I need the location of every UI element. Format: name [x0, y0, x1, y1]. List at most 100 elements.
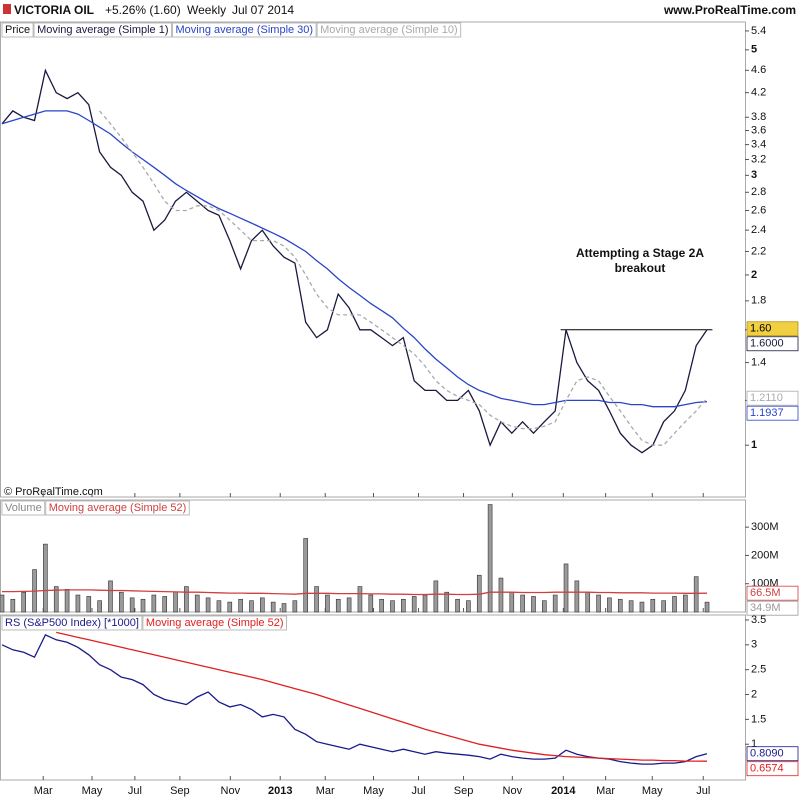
x-tick-label: May — [82, 785, 103, 797]
y-tick-label: 2.6 — [751, 204, 766, 216]
volume-bar — [617, 598, 623, 613]
y-tick-label: 1 — [751, 439, 757, 451]
x-tick-label: Sep — [170, 785, 190, 797]
legend-label: Price — [5, 24, 30, 36]
y-tick-label: 1.8 — [751, 295, 766, 307]
volume-bar — [357, 586, 363, 613]
x-tick-label: Mar — [34, 785, 53, 797]
change: +5.26% (1.60) — [105, 3, 181, 17]
volume-bar — [672, 596, 677, 613]
legend-label: Moving average (Simple 52) — [146, 617, 284, 629]
volume-bar — [10, 598, 16, 613]
volume-bar — [552, 594, 558, 613]
volume-bar — [227, 601, 233, 613]
volume-bar — [390, 600, 395, 613]
volume-bar — [509, 591, 515, 613]
last-value-box — [746, 585, 799, 601]
legend-box — [33, 22, 173, 38]
y-tick-label: 200M — [751, 549, 779, 561]
x-tick-label: Mar — [316, 785, 335, 797]
volume-bar — [249, 600, 254, 613]
symbol: VICTORIA OIL — [14, 3, 94, 17]
volume-bar — [260, 597, 265, 613]
volume-bar — [683, 594, 688, 613]
legend-box — [1, 500, 46, 516]
legend-box — [45, 500, 190, 516]
legend-label: RS (S&P500 Index) [*1000] — [5, 617, 139, 629]
volume-bar — [216, 600, 222, 613]
last-value-label: 1.60 — [750, 323, 771, 335]
annotation: Attempting a Stage 2A — [576, 246, 704, 260]
volume-bar — [455, 598, 460, 613]
series-line — [1, 110, 708, 408]
legend-label: Volume — [5, 502, 42, 514]
x-tick-label: 2013 — [268, 785, 292, 797]
volume-bar — [129, 597, 135, 613]
y-tick-label: 1.5 — [751, 713, 766, 725]
last-value-label: 1.2110 — [750, 392, 783, 404]
y-tick-label: 2 — [751, 688, 757, 700]
last-value-box — [746, 746, 799, 762]
volume-bar — [303, 538, 309, 613]
volume-bar — [119, 591, 124, 613]
volume-bar — [270, 601, 276, 613]
volume-bar — [422, 594, 428, 613]
volume-bar — [173, 591, 178, 613]
volume-bar — [86, 596, 92, 613]
legend-box — [1, 22, 34, 38]
y-tick-label: 1 — [751, 738, 757, 750]
legend-box — [142, 615, 287, 631]
volume-bar — [466, 600, 471, 613]
volume-bar — [628, 600, 634, 613]
volume-bar — [596, 594, 601, 613]
last-value-box — [746, 321, 799, 337]
legend-label: Moving average (Simple 10) — [320, 24, 458, 36]
volume-bar — [194, 594, 200, 613]
y-tick-label: 5 — [751, 44, 757, 56]
legend-box — [1, 615, 143, 631]
x-tick-label: Mar — [596, 785, 615, 797]
legend-label: Moving average (Simple 30) — [176, 24, 314, 36]
volume-bar — [108, 580, 113, 613]
volume-bar — [140, 598, 146, 613]
last-value-box — [746, 336, 799, 352]
volume-bar — [607, 597, 612, 613]
volume-bar — [574, 580, 580, 613]
y-tick-label: 3.8 — [751, 111, 766, 123]
volume-bar — [346, 597, 352, 613]
y-tick-label: 3.2 — [751, 153, 766, 165]
volume-bar — [238, 598, 243, 613]
volume-bar — [21, 591, 26, 613]
y-tick-label: 3 — [751, 639, 757, 651]
volume-bar — [433, 580, 439, 613]
volume-bar — [661, 600, 666, 613]
x-tick-label: Sep — [454, 785, 474, 797]
y-tick-label: 3 — [751, 169, 757, 181]
x-tick-label: Nov — [221, 785, 241, 797]
volume-bar — [281, 603, 287, 613]
volume-bar — [368, 594, 374, 613]
x-tick-label: 2014 — [551, 785, 576, 797]
volume-bar — [43, 543, 48, 613]
volume-bar — [531, 596, 536, 613]
volume-bar — [563, 563, 569, 613]
y-tick-label: 2.2 — [751, 245, 766, 257]
x-tick-label: May — [642, 785, 663, 797]
x-tick-label: Jul — [411, 785, 425, 797]
volume-bar — [379, 598, 384, 613]
x-tick-label: May — [363, 785, 384, 797]
copyright: © ProRealTime.com — [4, 486, 103, 498]
volume-bar — [335, 598, 341, 613]
date: Jul 07 2014 — [232, 3, 294, 17]
last-value-label: 1.1937 — [750, 407, 784, 419]
volume-bar — [411, 596, 417, 613]
last-value-label: 1.6000 — [750, 338, 784, 350]
volume-bar — [444, 591, 450, 613]
volume-bar — [205, 597, 211, 613]
site: www.ProRealTime.com — [663, 3, 796, 17]
last-value-box — [746, 600, 799, 616]
volume-bar — [585, 591, 591, 613]
y-tick-label: 4.2 — [751, 87, 766, 99]
last-value-label: 34.9M — [750, 602, 781, 614]
period: Weekly — [187, 3, 226, 17]
